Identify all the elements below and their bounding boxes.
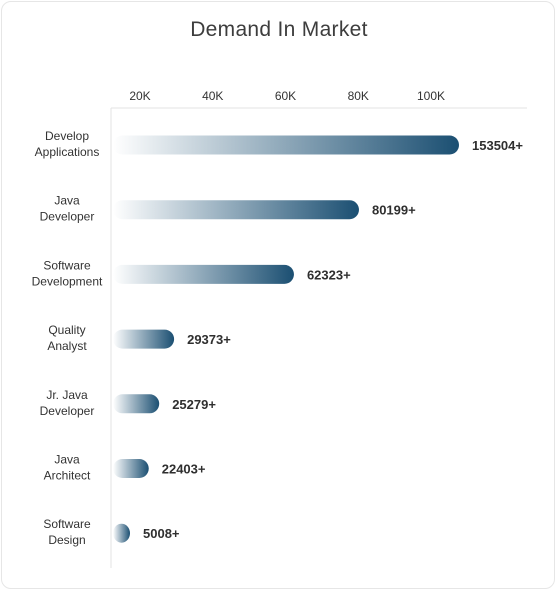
category-label: Java Developer xyxy=(40,194,95,224)
x-tick-label: 60K xyxy=(275,89,296,103)
category-label-line: Software xyxy=(43,258,91,272)
category-label-line: Development xyxy=(32,274,103,288)
category-label: Software Design xyxy=(43,517,91,547)
category-label-line: Develop xyxy=(45,129,89,143)
data-label: 22403+ xyxy=(162,462,206,477)
category-label-line: Design xyxy=(48,533,85,547)
category-label: Develop Applications xyxy=(35,129,100,159)
data-label: 5008+ xyxy=(143,526,180,541)
category-label-line: Java xyxy=(54,453,80,467)
category-label: Jr. Java Developer xyxy=(40,388,95,418)
bar xyxy=(113,394,160,414)
category-label-line: Developer xyxy=(40,404,95,418)
bar xyxy=(113,459,149,478)
category-label-line: Architect xyxy=(44,469,91,483)
bar xyxy=(113,523,130,543)
x-tick-label: 80K xyxy=(348,89,369,103)
category-label-line: Analyst xyxy=(47,339,87,353)
x-tick-label: 40K xyxy=(202,89,223,103)
category-label-line: Jr. Java xyxy=(46,388,88,402)
data-label: 62323+ xyxy=(307,267,351,282)
category-label-line: Applications xyxy=(35,145,100,159)
category-label: Java Architect xyxy=(44,453,91,483)
data-label: 25279+ xyxy=(172,397,216,412)
x-tick-label: 20K xyxy=(129,89,150,103)
category-label-line: Software xyxy=(43,517,91,531)
bar xyxy=(113,135,459,155)
category-label-line: Developer xyxy=(40,210,95,224)
data-label: 80199+ xyxy=(372,203,416,218)
category-label-line: Quality xyxy=(48,323,85,337)
category-label-line: Java xyxy=(54,194,80,208)
category-label: Software Development xyxy=(32,258,103,288)
category-label: Quality Analyst xyxy=(47,323,87,353)
chart-title: Demand In Market xyxy=(190,18,368,41)
bar xyxy=(113,329,175,349)
data-label: 29373+ xyxy=(187,332,231,347)
bar xyxy=(113,200,359,220)
x-tick-label: 100K xyxy=(417,89,445,103)
bar xyxy=(113,264,294,284)
data-label: 153504+ xyxy=(472,138,523,153)
